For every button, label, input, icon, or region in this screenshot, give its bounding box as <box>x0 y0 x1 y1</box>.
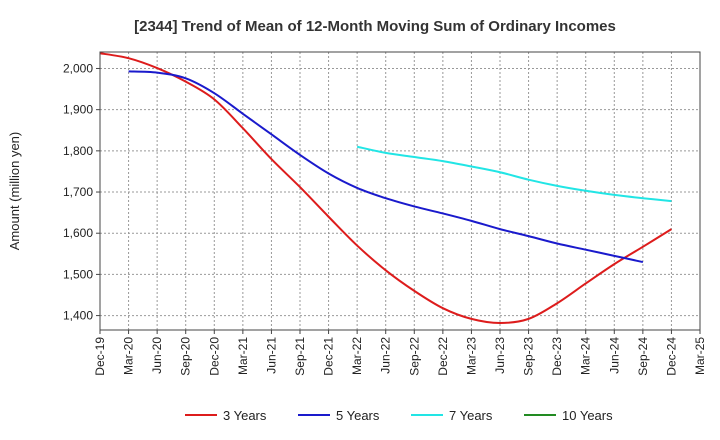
series-line-5-years <box>128 70 644 264</box>
y-tick-label: 1,900 <box>63 103 93 117</box>
axis-ticks: Dec-19 Mar-20 Jun-20 Sep-20 Dec-20 Mar-21 Jun-… <box>63 61 707 375</box>
x-tick-label: Sep-22 <box>407 337 421 376</box>
x-tick-label: Sep-21 <box>293 337 307 376</box>
x-tick-label: Jun-23 <box>493 337 507 374</box>
x-tick-label: Dec-20 <box>207 337 221 376</box>
x-tick-label: Mar-24 <box>579 337 593 375</box>
x-tick-label: Mar-20 <box>122 337 136 375</box>
x-tick-label: Mar-21 <box>236 337 250 375</box>
x-tick-label: Dec-19 <box>93 337 107 376</box>
x-tick-label: Dec-23 <box>550 337 564 376</box>
x-tick-label: Mar-25 <box>693 337 707 375</box>
x-tick-label: Jun-20 <box>150 337 164 374</box>
legend: 3 Years 5 Years 7 Years 10 Years <box>185 408 613 423</box>
legend-label-5-years: 5 Years <box>336 408 380 423</box>
series-lines <box>99 52 672 324</box>
legend-label-7-years: 7 Years <box>449 408 493 423</box>
x-tick-label: Dec-21 <box>322 337 336 376</box>
x-tick-label: Sep-24 <box>636 337 650 376</box>
x-tick-label: Sep-23 <box>522 337 536 376</box>
y-tick-label: 1,400 <box>63 309 93 323</box>
y-tick-label: 1,500 <box>63 267 93 281</box>
legend-label-10-years: 10 Years <box>562 408 613 423</box>
x-tick-label: Jun-21 <box>264 337 278 374</box>
series-line-3-years <box>99 52 672 324</box>
x-tick-label: Jun-24 <box>607 337 621 374</box>
series-line-7-years <box>356 145 672 203</box>
y-axis-label: Amount (million yen) <box>7 132 22 251</box>
chart-title: [2344] Trend of Mean of 12-Month Moving … <box>134 18 616 35</box>
x-tick-label: Mar-23 <box>464 337 478 375</box>
y-tick-label: 1,800 <box>63 144 93 158</box>
x-tick-label: Dec-22 <box>436 337 450 376</box>
x-tick-label: Sep-20 <box>179 337 193 376</box>
y-tick-label: 2,000 <box>63 61 93 75</box>
y-tick-label: 1,600 <box>63 226 93 240</box>
x-tick-label: Dec-24 <box>664 337 678 376</box>
plot-frame <box>99 51 701 331</box>
legend-label-3-years: 3 Years <box>223 408 267 423</box>
y-tick-label: 1,700 <box>63 185 93 199</box>
x-tick-label: Jun-22 <box>379 337 393 374</box>
x-tick-label: Mar-22 <box>350 337 364 375</box>
grid <box>100 52 700 330</box>
